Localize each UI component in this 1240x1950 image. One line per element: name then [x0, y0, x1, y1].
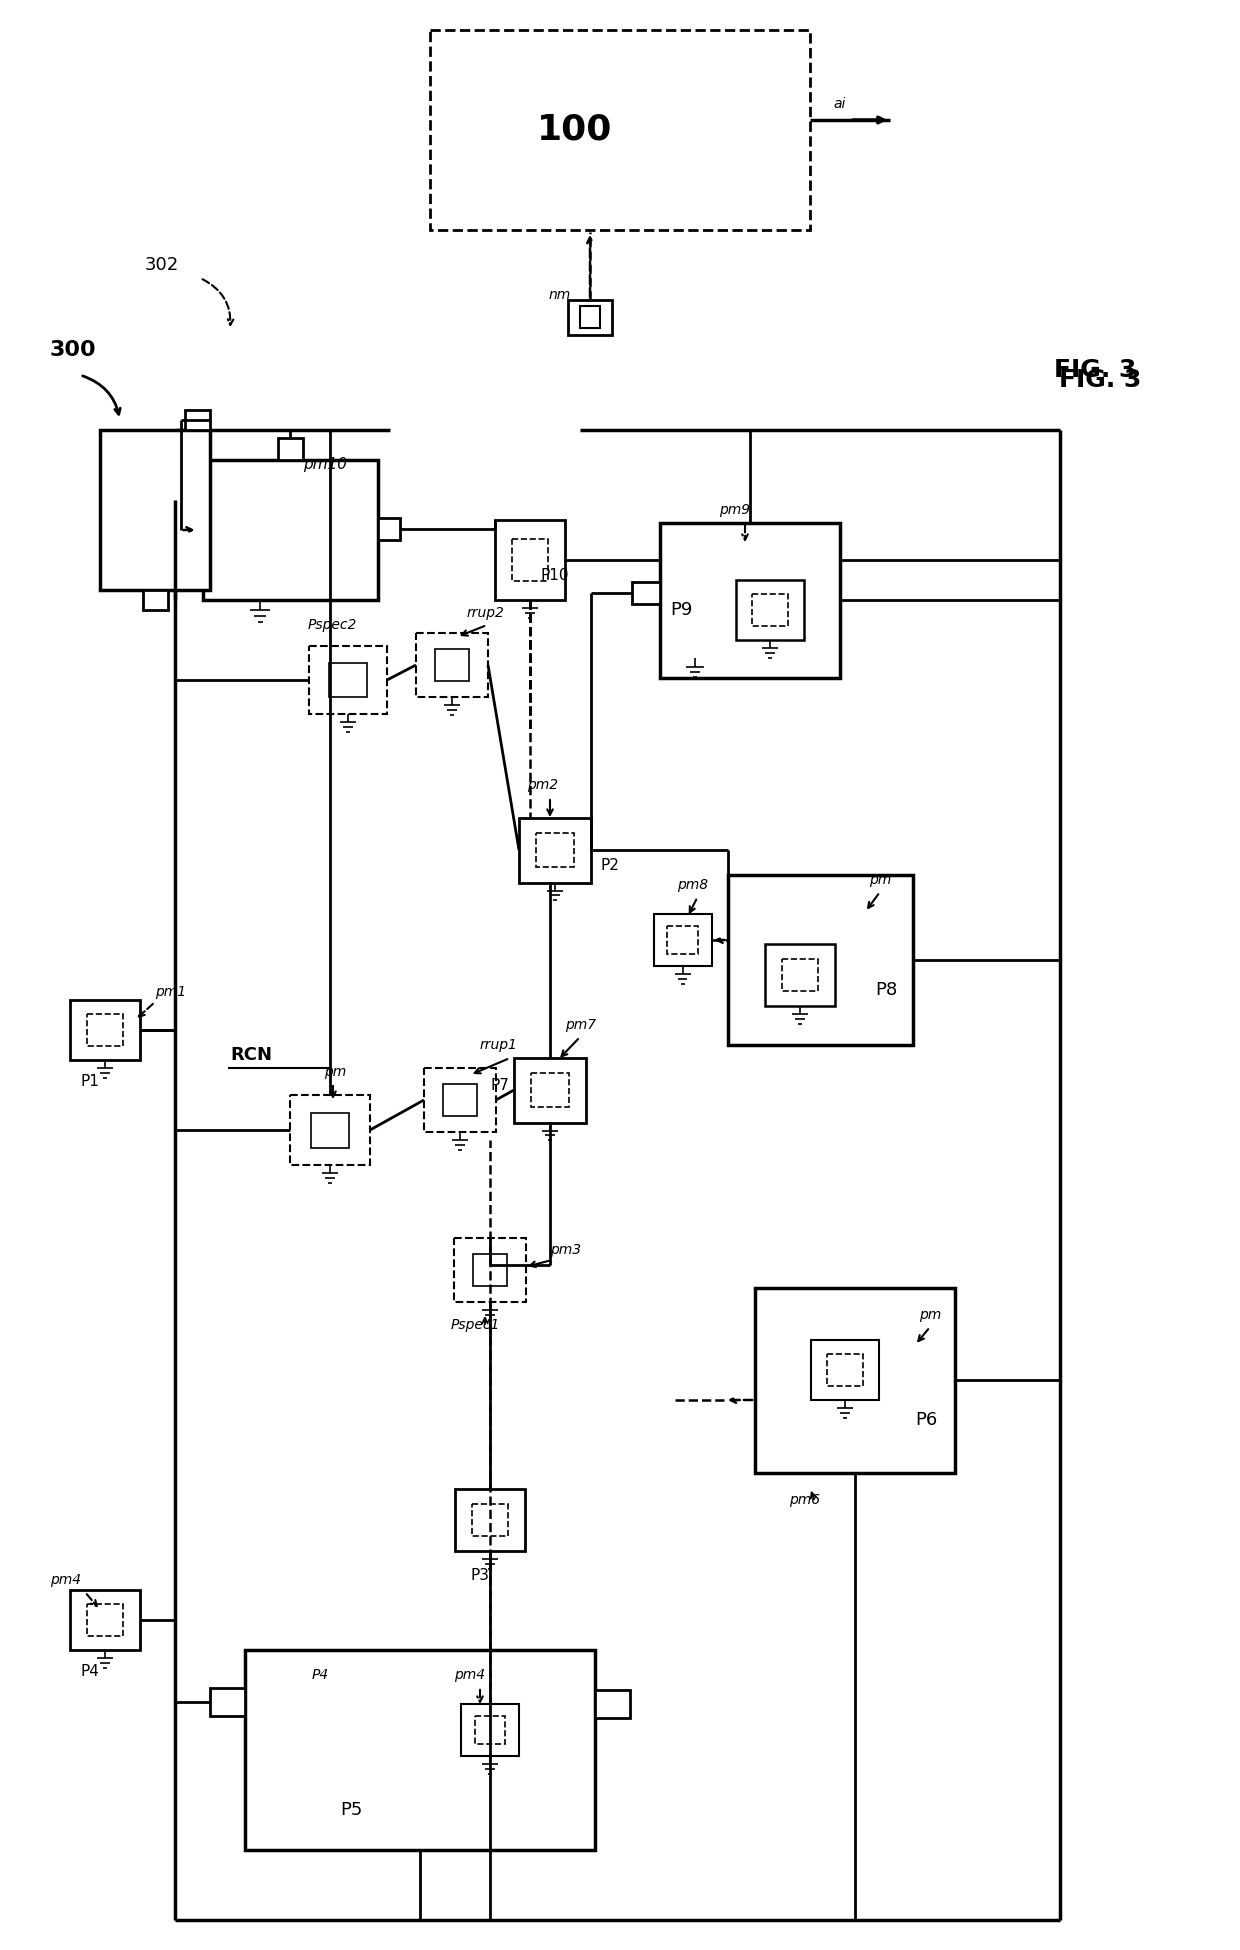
- Bar: [753, 595, 787, 626]
- Text: FIG. 3: FIG. 3: [1059, 369, 1141, 392]
- Text: P9: P9: [670, 601, 692, 618]
- Bar: [475, 1716, 505, 1743]
- Text: P5: P5: [340, 1802, 362, 1819]
- Bar: [667, 926, 698, 954]
- Bar: [515, 1057, 587, 1123]
- Bar: [309, 645, 387, 714]
- Bar: [430, 29, 810, 230]
- Text: P7: P7: [490, 1078, 508, 1092]
- Bar: [435, 649, 469, 681]
- Bar: [595, 1691, 630, 1718]
- Text: FIG. 3: FIG. 3: [1054, 359, 1136, 382]
- Bar: [377, 519, 399, 540]
- Text: pm2: pm2: [527, 778, 558, 792]
- Bar: [246, 1650, 595, 1851]
- Text: RCN: RCN: [229, 1045, 272, 1065]
- Bar: [520, 817, 591, 883]
- Text: rrup1: rrup1: [480, 1037, 518, 1051]
- Bar: [568, 300, 613, 335]
- Text: pm9: pm9: [719, 503, 750, 517]
- Text: pm10: pm10: [303, 458, 347, 472]
- Bar: [87, 1014, 123, 1045]
- Bar: [728, 876, 913, 1045]
- Text: rrup2: rrup2: [467, 606, 505, 620]
- Bar: [461, 1704, 520, 1757]
- Bar: [87, 1605, 123, 1636]
- Bar: [781, 959, 818, 991]
- Bar: [69, 1000, 140, 1061]
- Text: pm8: pm8: [677, 878, 708, 891]
- Text: P10: P10: [539, 567, 568, 583]
- Bar: [580, 306, 600, 328]
- Text: 300: 300: [50, 339, 97, 361]
- Bar: [202, 460, 377, 601]
- Bar: [660, 523, 839, 677]
- Text: pm3: pm3: [551, 1242, 582, 1258]
- Bar: [290, 1096, 370, 1164]
- Text: 302: 302: [145, 255, 180, 275]
- Text: P3: P3: [470, 1568, 490, 1583]
- Bar: [424, 1069, 496, 1133]
- Text: P2: P2: [600, 858, 619, 872]
- Bar: [143, 591, 167, 610]
- Text: 100: 100: [537, 113, 613, 146]
- Text: ai: ai: [833, 98, 846, 111]
- Bar: [330, 663, 367, 696]
- Text: pm: pm: [324, 1065, 346, 1078]
- Bar: [454, 1238, 526, 1303]
- Text: nm: nm: [549, 289, 572, 302]
- Bar: [811, 1340, 879, 1400]
- Bar: [653, 915, 712, 965]
- Bar: [755, 1287, 955, 1472]
- Text: P4: P4: [81, 1665, 99, 1679]
- Bar: [455, 1490, 525, 1550]
- Bar: [765, 944, 835, 1006]
- Bar: [185, 410, 210, 431]
- Bar: [471, 1503, 508, 1537]
- Bar: [278, 439, 303, 460]
- Bar: [415, 634, 489, 696]
- Text: P6: P6: [915, 1412, 937, 1429]
- Bar: [531, 1072, 569, 1108]
- Bar: [632, 581, 660, 604]
- Bar: [737, 579, 804, 640]
- Text: pm6: pm6: [790, 1494, 821, 1507]
- Bar: [827, 1355, 863, 1386]
- Text: P8: P8: [875, 981, 898, 998]
- Text: P1: P1: [81, 1074, 99, 1090]
- Text: pm: pm: [869, 874, 892, 887]
- Text: Pspec1: Pspec1: [450, 1318, 500, 1332]
- Text: pm4: pm4: [454, 1667, 486, 1683]
- Bar: [311, 1113, 350, 1147]
- Bar: [181, 521, 202, 540]
- Bar: [100, 431, 210, 591]
- Text: pm: pm: [919, 1308, 941, 1322]
- Bar: [536, 833, 574, 868]
- Text: pm1: pm1: [155, 985, 186, 998]
- Text: Pspec2: Pspec2: [308, 618, 357, 632]
- Bar: [495, 521, 565, 601]
- Bar: [69, 1589, 140, 1650]
- Text: pm4: pm4: [50, 1574, 81, 1587]
- Text: P4: P4: [311, 1667, 329, 1683]
- Bar: [512, 540, 548, 581]
- Bar: [210, 1689, 246, 1716]
- Text: pm7: pm7: [565, 1018, 596, 1032]
- Bar: [472, 1254, 507, 1285]
- Bar: [443, 1084, 477, 1115]
